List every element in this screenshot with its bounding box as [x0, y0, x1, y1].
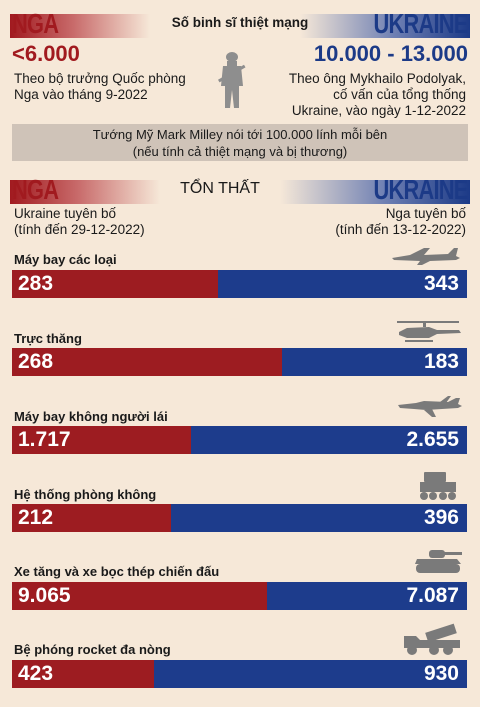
- category-label: Trực thăng: [14, 331, 82, 346]
- russia-bar: [12, 348, 283, 376]
- russia-losses-gradient: [10, 180, 160, 204]
- category-label: Xe tăng và xe bọc thép chiến đấu: [14, 564, 220, 579]
- russia-source-line: Theo bộ trưởng Quốc phòng: [14, 71, 186, 86]
- russia-value-label: 1.717: [18, 428, 71, 451]
- ukraine-deaths-source: Theo ông Mykhailo Podolyak, cố vấn của t…: [289, 71, 466, 119]
- air-defense-icon: [420, 472, 456, 500]
- russia-label: NGA: [12, 8, 59, 39]
- rocket-launcher-icon: [404, 623, 460, 655]
- ukraine-value-label: 183: [423, 350, 459, 373]
- ukraine-value-label: 2.655: [406, 428, 459, 451]
- russia-value-label: 423: [18, 662, 54, 685]
- ukraine-value-label: 930: [423, 662, 459, 685]
- bar-row: 1.717 2.655: [12, 426, 467, 454]
- russia-source-line: Nga vào tháng 9-2022: [14, 87, 148, 102]
- casualty-note-box: Tướng Mỹ Mark Milley nói tới 100.000 lín…: [12, 124, 468, 161]
- russia-deaths-source: Theo bộ trưởng Quốc phòng Nga vào tháng …: [14, 71, 186, 103]
- deaths-title: Số binh sĩ thiệt mạng: [171, 15, 309, 30]
- losses-title: TỔN THẤT: [180, 180, 260, 197]
- ukraine-losses-label: UKRAINE: [373, 174, 469, 205]
- ukraine-source-line: cố vấn của tổng thống: [333, 87, 466, 102]
- russia-deaths-value: <6.000: [12, 41, 80, 66]
- ukraine-losses-source: Nga tuyên bố (tính đến 13-12-2022): [335, 206, 466, 238]
- ukraine-deaths-value: 10.000 - 13.000: [313, 41, 468, 66]
- russia-losses-label: NGA: [12, 174, 59, 205]
- ukraine-label: UKRAINE: [373, 8, 469, 39]
- russia-header-gradient: [10, 14, 150, 38]
- ukraine-losses-source-line: (tính đến 13-12-2022): [335, 222, 466, 237]
- ukraine-value-label: 396: [423, 506, 459, 529]
- ukraine-losses-source-line: Nga tuyên bố: [385, 206, 466, 221]
- bar-row: 423 930: [12, 660, 467, 688]
- category-label: Hệ thống phòng không: [14, 487, 157, 502]
- russia-losses-source-line: (tính đến 29-12-2022): [14, 222, 145, 237]
- helicopter-icon: [397, 321, 461, 342]
- drone-icon: [398, 396, 462, 417]
- bar-row: 268 183: [12, 348, 467, 376]
- category-label: Bệ phóng rocket đa nòng: [14, 642, 171, 657]
- bar-row: 212 396: [12, 504, 467, 532]
- ukraine-value-label: 343: [423, 272, 459, 295]
- russia-bar: [12, 660, 155, 688]
- russia-value-label: 283: [18, 272, 54, 295]
- ukraine-value-label: 7.087: [406, 584, 459, 607]
- russia-value-label: 9.065: [18, 584, 71, 607]
- bar-row: 283 343: [12, 270, 467, 298]
- russia-losses-source-line: Ukraine tuyên bố: [14, 206, 117, 221]
- ukraine-source-line: Ukraine, vào ngày 1-12-2022: [291, 103, 466, 118]
- ukraine-source-line: Theo ông Mykhailo Podolyak,: [288, 71, 466, 86]
- ukraine-losses-gradient: [280, 180, 470, 204]
- soldier-icon: [218, 52, 246, 108]
- russia-value-label: 268: [18, 350, 54, 373]
- bar-row: 9.065 7.087: [12, 582, 467, 610]
- category-label: Máy bay các loại: [14, 252, 117, 267]
- russia-bar: [12, 582, 268, 610]
- casualty-note-line: (nếu tính cả thiệt mạng và bị thương): [132, 144, 348, 159]
- tank-icon: [415, 550, 462, 573]
- russia-losses-source: Ukraine tuyên bố (tính đến 29-12-2022): [14, 206, 145, 238]
- ukraine-header-gradient: [300, 14, 470, 38]
- casualty-note-line: Tướng Mỹ Mark Milley nói tới 100.000 lín…: [92, 127, 388, 142]
- russia-bar: [12, 504, 171, 532]
- russia-bar: [12, 270, 218, 298]
- category-label: Máy bay không người lái: [14, 409, 168, 424]
- russia-value-label: 212: [18, 506, 54, 529]
- russia-bar: [12, 426, 191, 454]
- jet-icon: [392, 248, 460, 265]
